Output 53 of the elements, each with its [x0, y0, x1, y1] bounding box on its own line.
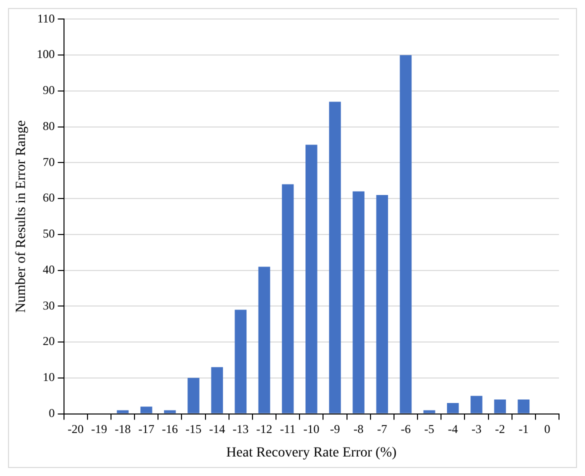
x-axis-title: Heat Recovery Rate Error (%)	[226, 445, 397, 460]
y-axis-title: Number of Results in Error Range	[14, 120, 30, 313]
bar	[211, 367, 223, 414]
y-tick-label: 40	[42, 262, 55, 276]
x-tick-label: -12	[256, 422, 272, 436]
x-tick-label: -8	[354, 422, 364, 436]
y-tick-label: 10	[42, 370, 55, 384]
bar	[234, 310, 247, 414]
y-tick-label: 30	[42, 298, 55, 312]
x-tick-label: -18	[114, 422, 131, 436]
x-tick-label: -15	[185, 422, 202, 436]
y-tick-label: 20	[42, 334, 55, 348]
x-tick-label: -5	[424, 422, 434, 436]
x-tick-label: -13	[232, 422, 249, 436]
bar	[352, 191, 364, 414]
x-tick-label: 0	[544, 422, 550, 436]
x-tick-label: -9	[330, 422, 340, 436]
x-tick-label: -16	[162, 422, 178, 436]
y-tick-label: 60	[42, 190, 55, 205]
x-tick-label: -3	[471, 422, 482, 436]
x-tick-label: -10	[303, 422, 320, 436]
bar	[188, 378, 200, 414]
bar	[282, 184, 294, 414]
x-tick-label: -19	[91, 422, 108, 436]
bar	[140, 406, 152, 414]
x-tick-label: -7	[377, 422, 388, 436]
x-tick-label: -4	[448, 422, 458, 436]
y-tick-label: 110	[37, 11, 55, 26]
bar	[494, 399, 506, 414]
x-tick-label: -17	[138, 422, 154, 436]
bar	[329, 102, 341, 414]
y-tick-label: 80	[42, 118, 55, 133]
bar	[446, 403, 459, 414]
y-tick-label: 50	[42, 226, 55, 241]
x-tick-label: -14	[209, 422, 226, 436]
y-tick-label: 0	[48, 406, 55, 420]
bar	[518, 399, 530, 414]
bar	[400, 55, 412, 414]
x-tick-label: -6	[400, 422, 411, 436]
bar	[116, 410, 129, 414]
y-tick-label: 90	[42, 83, 55, 98]
bar	[423, 410, 436, 414]
y-tick-label: 100	[36, 47, 55, 62]
y-tick-label: 70	[42, 154, 55, 169]
bar	[164, 410, 176, 414]
x-tick-label: -2	[495, 422, 506, 436]
bar	[258, 266, 270, 414]
x-tick-label: -11	[280, 422, 296, 436]
bar	[306, 144, 318, 414]
x-tick-label: -20	[68, 422, 84, 436]
x-tick-label: -1	[518, 422, 529, 436]
bar	[376, 194, 388, 414]
bar	[470, 396, 482, 414]
